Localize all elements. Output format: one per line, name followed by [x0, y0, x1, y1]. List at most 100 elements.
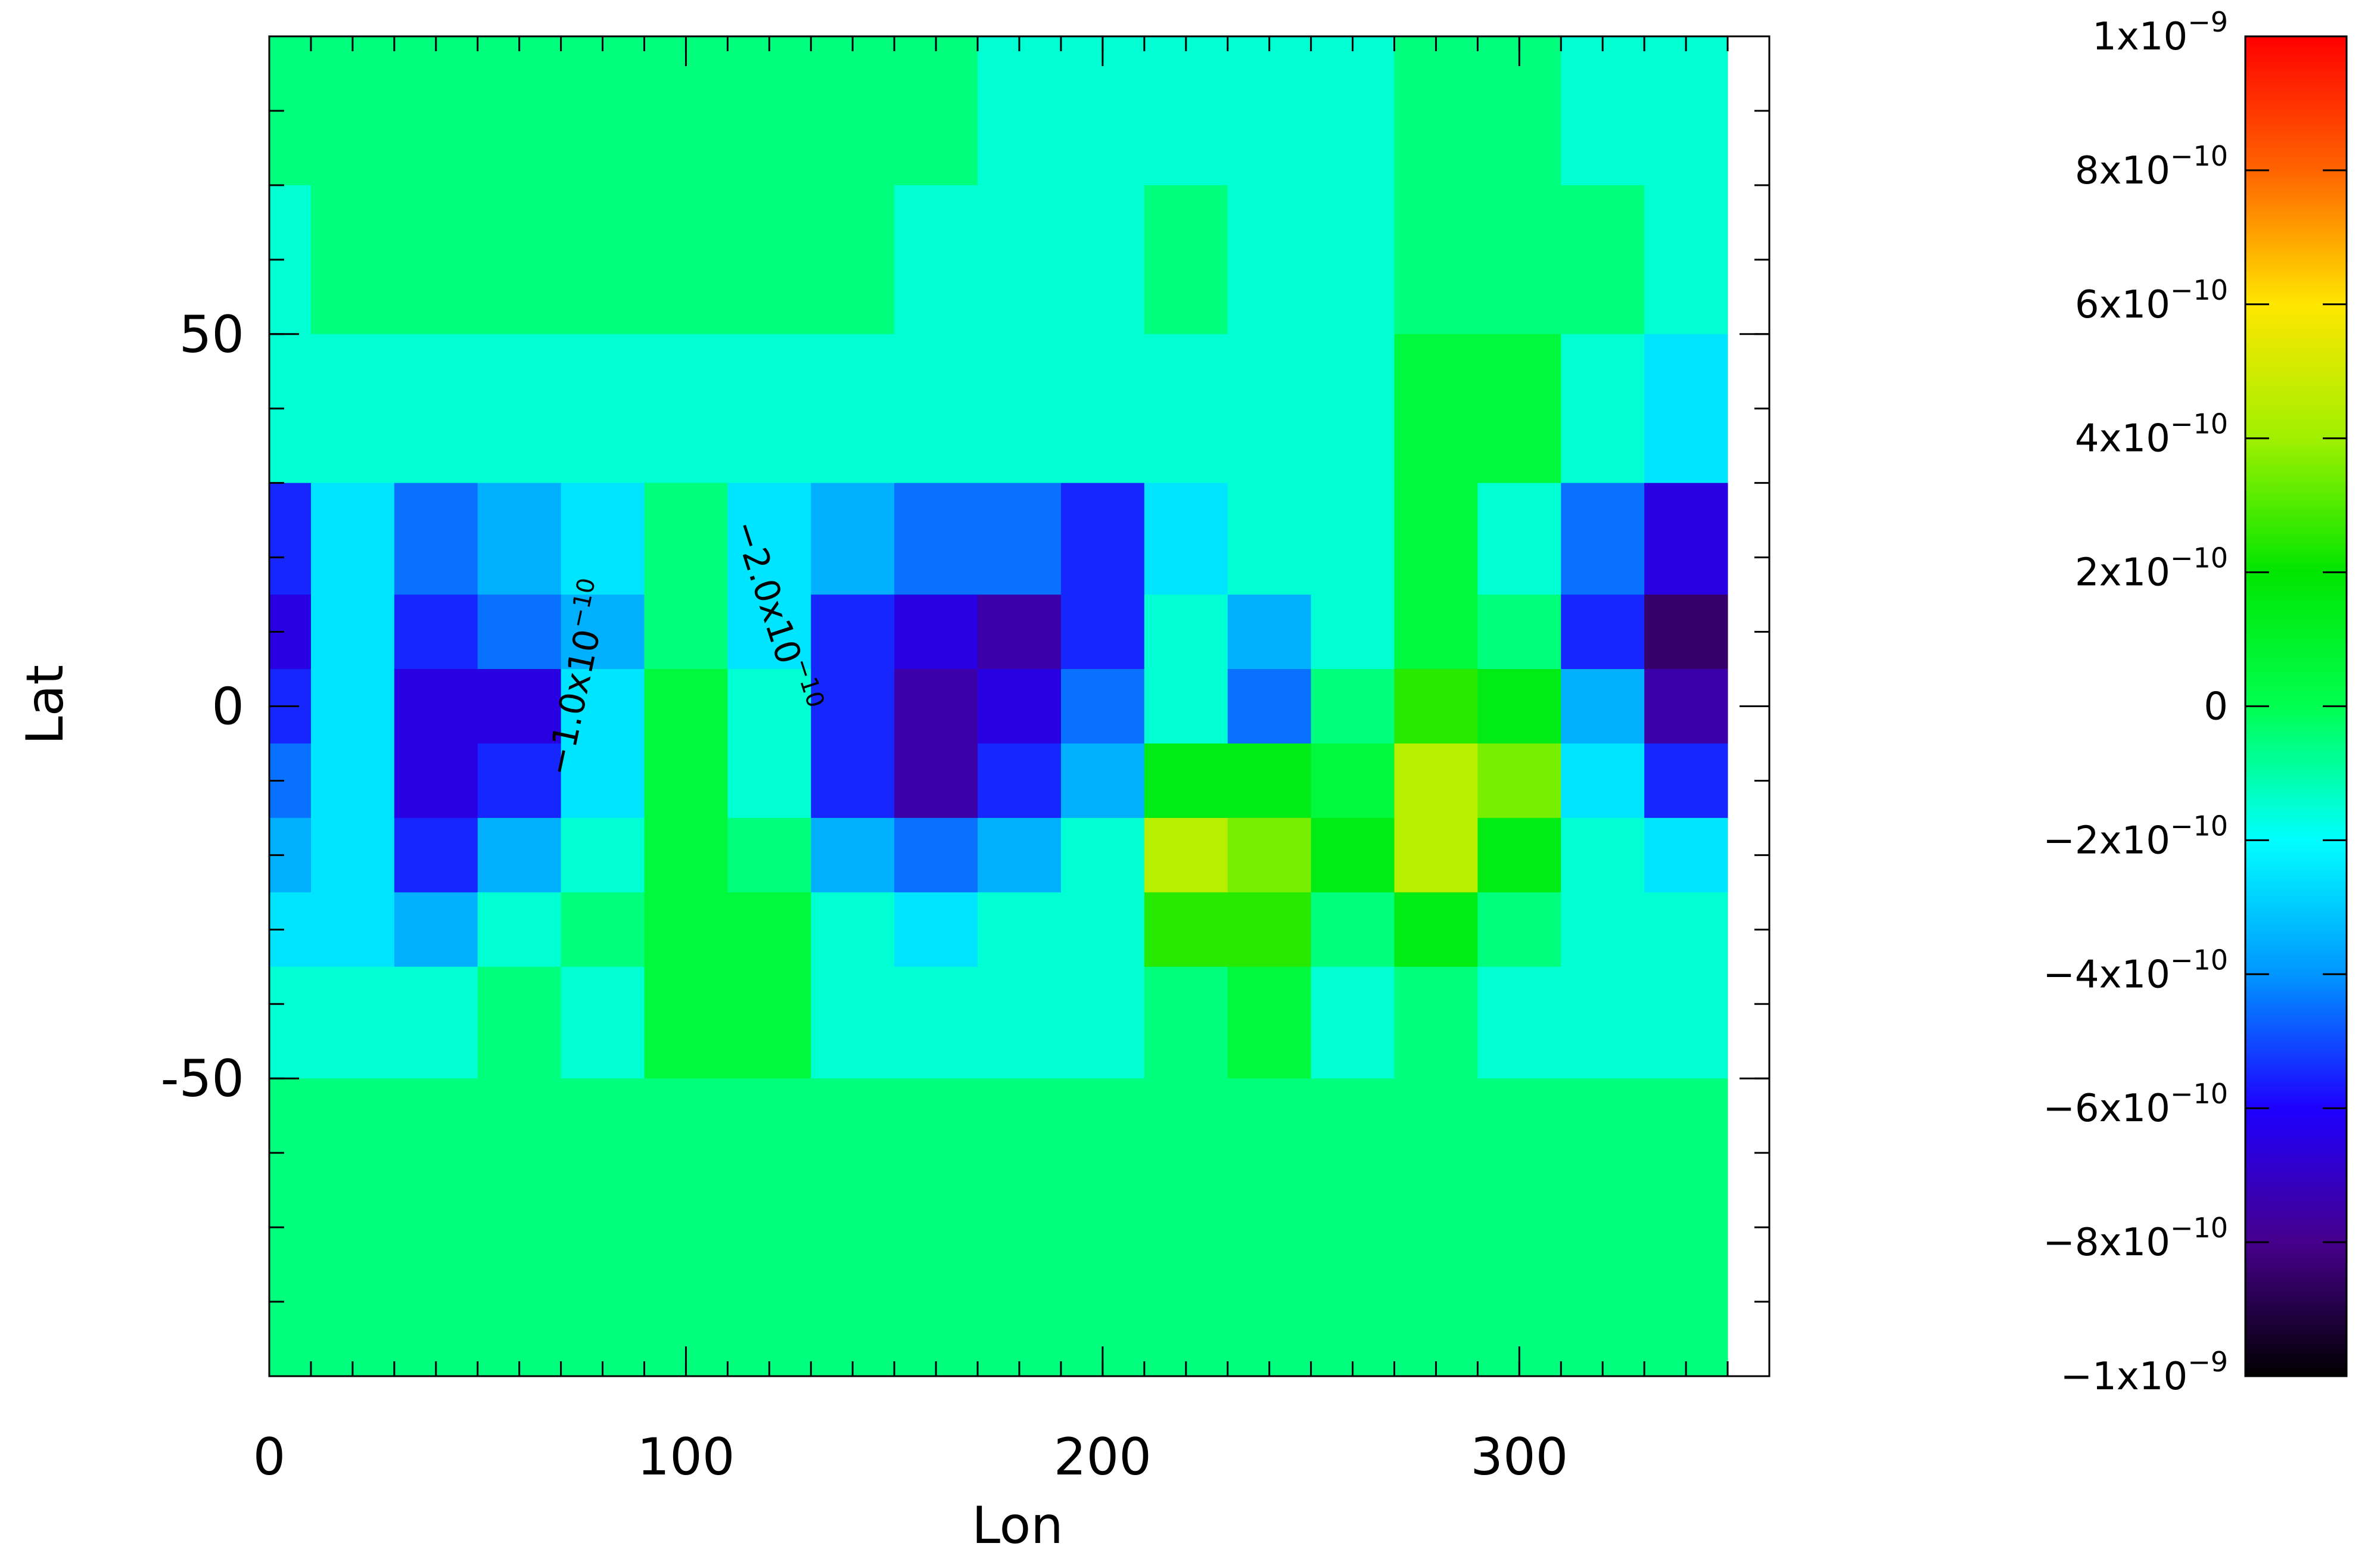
- cell: [561, 1227, 645, 1377]
- cell: [1477, 669, 1561, 744]
- cell: [394, 185, 478, 335]
- cell: [1060, 185, 1145, 335]
- colorbar-tick-mantissa: −4x10: [2043, 953, 2170, 997]
- colorbar-tick-exp: −9: [2188, 1346, 2228, 1378]
- cell: [1311, 669, 1395, 744]
- cell: [310, 1227, 395, 1377]
- cell: [1227, 483, 1312, 595]
- cell: [394, 892, 478, 967]
- cell: [1561, 36, 1645, 186]
- cell: [1144, 483, 1228, 595]
- cell: [1644, 36, 1728, 186]
- cell: [978, 892, 1062, 967]
- cell: [978, 817, 1062, 893]
- cell: [727, 817, 811, 893]
- cell: [561, 185, 645, 335]
- colorbar-tick-label: −2x10−10: [2043, 810, 2228, 863]
- colorbar-tick-exp: −10: [2170, 140, 2228, 172]
- cell: [1561, 185, 1645, 335]
- cell: [561, 892, 645, 967]
- cell: [1060, 743, 1145, 819]
- cell: [978, 1078, 1062, 1228]
- colorbar-tick-label: −8x10−10: [2043, 1212, 2228, 1265]
- y-tick-label: 50: [179, 305, 244, 365]
- x-tick-label: 100: [637, 1427, 735, 1487]
- cell: [561, 483, 645, 595]
- cell: [1561, 743, 1645, 819]
- cell: [1644, 1078, 1728, 1228]
- cell: [1060, 892, 1145, 967]
- cell: [1477, 817, 1561, 893]
- cell: [978, 334, 1062, 484]
- cell: [1644, 185, 1728, 335]
- cell: [1644, 595, 1728, 670]
- cell: [894, 966, 978, 1079]
- colorbar-tick-mantissa: −2x10: [2043, 819, 2170, 863]
- cell: [477, 595, 562, 670]
- cell: [894, 483, 978, 595]
- colorbar-tick-label: −1x10−9: [2061, 1346, 2228, 1399]
- colorbar-tick-label: 0: [2204, 685, 2228, 729]
- cell: [477, 1078, 562, 1228]
- cell: [1311, 743, 1395, 819]
- cell: [727, 966, 811, 1079]
- cell: [894, 892, 978, 967]
- cell: [811, 892, 895, 967]
- cell: [727, 1078, 811, 1228]
- cell: [978, 595, 1062, 670]
- cell: [811, 1227, 895, 1377]
- x-tick-label: 200: [1054, 1427, 1152, 1487]
- cell: [310, 185, 395, 335]
- cell: [811, 817, 895, 893]
- colorbar-tick-mantissa: 6x10: [2075, 283, 2170, 327]
- cell: [727, 185, 811, 335]
- x-axis-title: Lon: [972, 1496, 1063, 1555]
- cell: [811, 966, 895, 1079]
- cell: [644, 966, 728, 1079]
- cell: [394, 483, 478, 595]
- cell: [1644, 817, 1728, 893]
- colorbar-tick-label: 1x10−9: [2092, 6, 2228, 59]
- cell: [727, 892, 811, 967]
- cell: [1394, 1078, 1478, 1228]
- cell: [561, 817, 645, 893]
- cell: [978, 185, 1062, 335]
- cell: [1227, 36, 1312, 186]
- cell: [727, 743, 811, 819]
- x-tick-label: 0: [253, 1427, 286, 1487]
- cell: [1311, 966, 1395, 1079]
- cell: [561, 966, 645, 1079]
- cell: [1644, 334, 1728, 484]
- y-tick-label: -50: [161, 1049, 244, 1109]
- cell: [310, 743, 395, 819]
- colorbar-tick-exp: −10: [2170, 542, 2228, 574]
- y-tick-label: 0: [211, 677, 244, 737]
- cell: [1144, 892, 1228, 967]
- cell: [811, 36, 895, 186]
- cell: [894, 1227, 978, 1377]
- cell: [1394, 817, 1478, 893]
- cell: [1561, 334, 1645, 484]
- cell: [644, 483, 728, 595]
- cell: [1394, 1227, 1478, 1377]
- cell: [394, 669, 478, 744]
- cell: [561, 334, 645, 484]
- cell: [1561, 817, 1645, 893]
- cell: [394, 966, 478, 1079]
- cell: [310, 483, 395, 595]
- cell: [1561, 669, 1645, 744]
- colorbar-tick-label: 2x10−10: [2075, 542, 2228, 595]
- cell: [1060, 1078, 1145, 1228]
- cell: [1477, 892, 1561, 967]
- cell: [561, 595, 645, 670]
- colorbar-tick-mantissa: 1x10: [2092, 15, 2188, 59]
- cell: [727, 595, 811, 670]
- cell: [1477, 743, 1561, 819]
- colorbar-tick-exp: −10: [2170, 944, 2228, 976]
- cell: [1227, 334, 1312, 484]
- cell: [1561, 1227, 1645, 1377]
- cell: [1477, 185, 1561, 335]
- cell: [978, 966, 1062, 1079]
- y-axis-title: Lat: [15, 665, 75, 745]
- cell: [894, 185, 978, 335]
